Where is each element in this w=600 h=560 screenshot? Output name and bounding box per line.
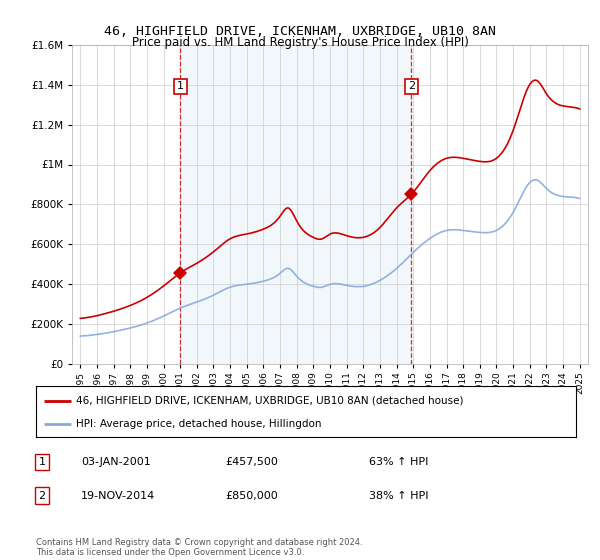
Text: £850,000: £850,000: [225, 491, 278, 501]
Text: 63% ↑ HPI: 63% ↑ HPI: [369, 457, 428, 467]
Text: 38% ↑ HPI: 38% ↑ HPI: [369, 491, 428, 501]
Text: £457,500: £457,500: [225, 457, 278, 467]
Text: 03-JAN-2001: 03-JAN-2001: [81, 457, 151, 467]
Text: Price paid vs. HM Land Registry's House Price Index (HPI): Price paid vs. HM Land Registry's House …: [131, 36, 469, 49]
Text: 46, HIGHFIELD DRIVE, ICKENHAM, UXBRIDGE, UB10 8AN (detached house): 46, HIGHFIELD DRIVE, ICKENHAM, UXBRIDGE,…: [77, 395, 464, 405]
Text: 2: 2: [408, 81, 415, 91]
Text: 19-NOV-2014: 19-NOV-2014: [81, 491, 155, 501]
Bar: [181, 45, 412, 364]
Text: 2: 2: [38, 491, 46, 501]
Text: 1: 1: [38, 457, 46, 467]
Text: 1: 1: [177, 81, 184, 91]
Text: HPI: Average price, detached house, Hillingdon: HPI: Average price, detached house, Hill…: [77, 419, 322, 429]
Text: 46, HIGHFIELD DRIVE, ICKENHAM, UXBRIDGE, UB10 8AN: 46, HIGHFIELD DRIVE, ICKENHAM, UXBRIDGE,…: [104, 25, 496, 38]
Text: Contains HM Land Registry data © Crown copyright and database right 2024.
This d: Contains HM Land Registry data © Crown c…: [36, 538, 362, 557]
